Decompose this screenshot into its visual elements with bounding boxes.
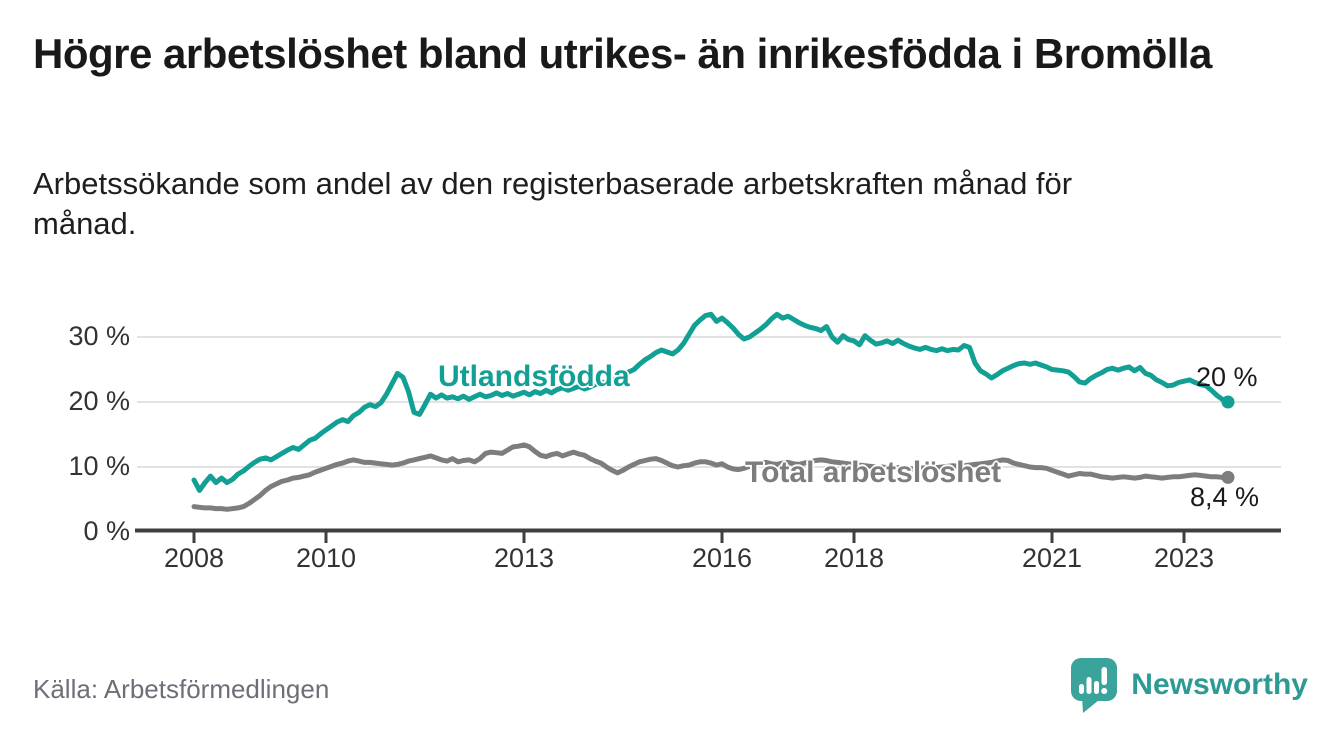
y-axis-label-10: 10 %	[68, 451, 130, 481]
x-axis-label-2016: 2016	[691, 543, 753, 573]
series-label-utlandsfodda: Utlandsfödda	[438, 360, 630, 393]
brand-name: Newsworthy	[1131, 668, 1308, 701]
newsworthy-speech-bubble-chart-icon	[1069, 656, 1119, 714]
end-value-label-utlandsfodda: 20 %	[1196, 362, 1258, 392]
x-axis-label-2010: 2010	[295, 543, 357, 573]
page-title: Högre arbetslöshet bland utrikes- än inr…	[33, 30, 1212, 77]
y-axis-label-30: 30 %	[68, 321, 130, 351]
gridlines	[137, 336, 1281, 468]
brand-logo: Newsworthy	[1069, 656, 1308, 714]
source-note: Källa: Arbetsförmedlingen	[33, 674, 330, 704]
series-label-total-arbetsloshet: Total arbetslöshet	[745, 456, 1002, 489]
chart-subtitle: Arbetssökande som andel av den registerb…	[33, 166, 1073, 241]
x-axis-label-2018: 2018	[823, 543, 885, 573]
series-line-utlandsfodda	[191, 311, 1231, 493]
x-axis-label-2021: 2021	[1021, 543, 1083, 573]
x-axis-label-2013: 2013	[493, 543, 555, 573]
x-axis-label-2023: 2023	[1153, 543, 1215, 573]
x-axis-label-2008: 2008	[163, 543, 225, 573]
y-axis-label-20: 20 %	[68, 386, 130, 416]
end-value-label-total: 8,4 %	[1190, 482, 1260, 512]
series-lines	[191, 311, 1235, 512]
y-axis-label-0: 0 %	[83, 516, 130, 546]
series-line-total	[191, 442, 1231, 512]
series-end-dot-utlandsfodda	[1221, 395, 1235, 409]
x-axis	[135, 528, 1281, 543]
series-end-dot-total	[1221, 470, 1235, 484]
